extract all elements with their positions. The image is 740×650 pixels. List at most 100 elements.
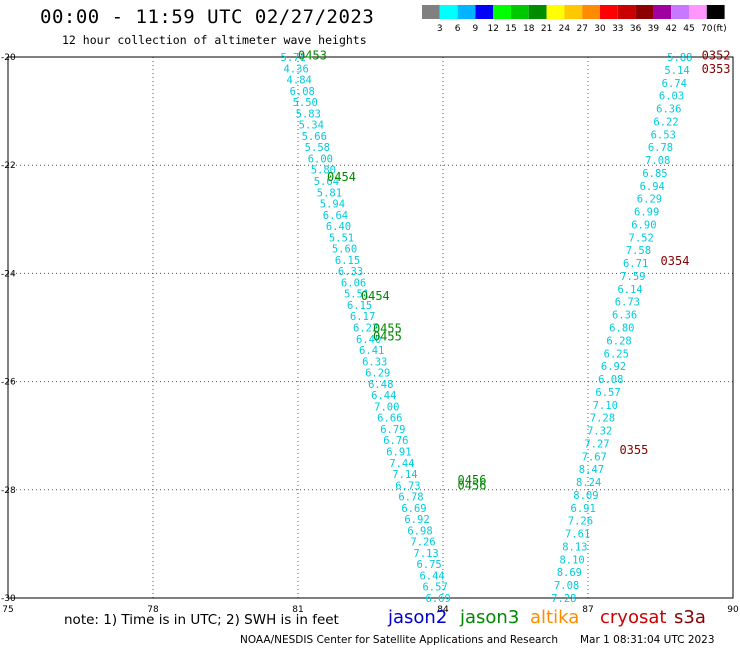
swh-value-label: 7.14 [392, 469, 417, 481]
satellite-label-jason3: jason3 [460, 607, 520, 628]
swh-value-label: 7.59 [620, 271, 645, 283]
swh-value-label: 7.10 [593, 400, 618, 412]
swh-value-label: 6.08 [290, 86, 315, 98]
swh-value-label: 6.57 [422, 582, 447, 594]
pass-time-label: 0352 [702, 48, 731, 62]
swh-value-label: 7.67 [582, 451, 607, 463]
y-tick-label: -26 [1, 378, 16, 388]
pass-time-label: 0456 [458, 478, 487, 492]
swh-value-label: 6.33 [362, 356, 387, 368]
scale-tick-label: 27 [576, 24, 587, 34]
swh-value-label: 6.36 [656, 104, 681, 116]
swh-value-label: 5.88 [667, 52, 692, 64]
swh-value-label: 6.98 [407, 525, 432, 537]
scale-tick-label: 36 [630, 24, 642, 34]
swh-value-label: 8.69 [557, 567, 582, 579]
swh-value-label: 5.81 [317, 187, 342, 199]
scale-swatch [617, 5, 636, 19]
scale-tick-label: 21 [541, 24, 552, 34]
pass-time-label: 0354 [661, 254, 690, 268]
swh-value-label: 6.76 [383, 435, 408, 447]
swh-value-label: 5.83 [296, 108, 321, 120]
swh-value-label: 6.74 [662, 78, 687, 90]
y-tick-label: -22 [1, 161, 16, 171]
chart-grid [8, 57, 733, 598]
swh-value-label: 5.51 [344, 289, 369, 301]
swh-value-label: 5.51 [329, 232, 354, 244]
swh-value-label: 7.32 [587, 426, 612, 438]
swh-value-label: 6.99 [634, 207, 659, 219]
swh-value-label: 6.69 [401, 503, 426, 515]
swh-value-label: 5.58 [305, 142, 330, 154]
swh-value-label: 6.48 [368, 379, 393, 391]
swh-value-label: 6.73 [615, 297, 640, 309]
swh-value-label: 6.00 [308, 153, 333, 165]
scale-swatch [689, 5, 707, 19]
swh-value-label: 8.09 [573, 490, 598, 502]
swh-value-label: 5.80 [311, 165, 336, 177]
scale-tick-label: 3 [437, 24, 443, 34]
swh-value-label: 6.36 [612, 310, 637, 322]
scale-tick-label: 18 [523, 24, 535, 34]
swh-value-label: 7.58 [626, 245, 651, 257]
swh-value-label: 6.15 [347, 300, 372, 312]
swh-value-label: 6.85 [642, 168, 667, 180]
swh-value-label: 4.36 [284, 63, 309, 75]
scale-swatch [564, 5, 583, 19]
swh-value-label: 6.69 [426, 593, 451, 605]
page-title: 00:00 - 11:59 UTC 02/27/2023 [40, 6, 375, 28]
scale-tick-label: 6 [455, 24, 461, 34]
swh-value-label: 6.33 [338, 266, 363, 278]
y-tick-label: -28 [1, 486, 16, 496]
x-tick-label: 78 [147, 605, 159, 615]
scale-swatch [635, 5, 654, 19]
swh-value-label: 6.28 [606, 335, 631, 347]
swh-value-label: 6.03 [659, 91, 684, 103]
swh-value-label: 6.29 [365, 368, 390, 380]
pass-time-label: 0355 [619, 443, 648, 457]
pass-time-label: 0454 [361, 289, 390, 303]
scale-swatch [653, 5, 672, 19]
swh-value-label: 8.13 [562, 541, 587, 553]
swh-value-label: 6.14 [617, 284, 642, 296]
swh-value-label: 6.25 [604, 348, 629, 360]
swh-value-label: 7.08 [554, 580, 579, 592]
x-tick-label: 81 [292, 605, 303, 615]
scale-swatch [671, 5, 689, 19]
swh-value-label: 5.34 [299, 120, 324, 132]
pass-time-label: 0455 [373, 330, 402, 344]
swh-value-label: 6.40 [356, 334, 381, 346]
swh-value-label: 7.28 [590, 413, 615, 425]
swh-value-label: 7.00 [374, 401, 399, 413]
swh-value-label: 6.44 [419, 570, 444, 582]
swh-value-label: 6.57 [595, 387, 620, 399]
generated-timestamp: Mar 1 08:31:04 UTC 2023 [580, 634, 715, 646]
swh-value-label: 6.92 [601, 361, 626, 373]
plot-frame [7, 56, 734, 599]
swh-value-label: 7.27 [584, 438, 609, 450]
scale-tick-label: 42 [665, 24, 676, 34]
x-tick-label: 84 [437, 605, 449, 615]
swh-value-label: 7.26 [410, 537, 435, 549]
satellite-label-s3a: s3a [674, 607, 706, 628]
swh-value-label: 4.84 [287, 75, 312, 87]
scale-swatch [528, 5, 547, 19]
x-tick-label: 90 [727, 605, 739, 615]
y-tick-label: -30 [1, 594, 16, 604]
swh-value-label: 6.73 [395, 480, 420, 492]
swh-value-label: 7.52 [629, 232, 654, 244]
swh-value-label: 7.13 [413, 548, 438, 560]
scale-swatch [600, 5, 618, 19]
swh-value-label: 6.66 [377, 413, 402, 425]
swh-value-label: 6.53 [651, 129, 676, 141]
swh-value-label: 5.66 [302, 131, 327, 143]
swh-value-label: 6.75 [416, 559, 441, 571]
swh-value-label: 6.15 [335, 255, 360, 267]
y-tick-label: -20 [1, 53, 16, 63]
swh-value-label: 6.22 [353, 323, 378, 335]
swh-value-label: 6.17 [350, 311, 375, 323]
swh-value-label: 6.71 [623, 258, 648, 270]
credit-text: NOAA/NESDIS Center for Satellite Applica… [240, 634, 558, 646]
satellite-label-jason2: jason2 [388, 607, 448, 628]
swh-value-label: 6.79 [380, 424, 405, 436]
